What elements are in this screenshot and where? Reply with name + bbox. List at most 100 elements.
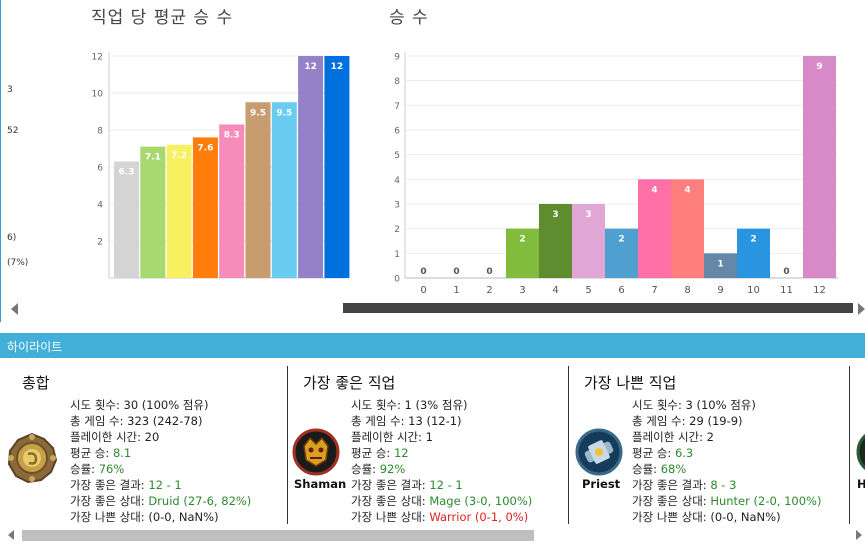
stat-value: 76% bbox=[98, 462, 125, 476]
x-tick-label: 8 bbox=[684, 285, 690, 296]
stat-value: 12 - 1 bbox=[429, 478, 463, 492]
stat-row: 총 게임 수: 13 (12-1) bbox=[351, 413, 532, 429]
bar bbox=[114, 161, 139, 278]
bar bbox=[245, 102, 271, 278]
stat-label: 가장 좋은 결과: bbox=[70, 478, 149, 492]
bar bbox=[506, 228, 539, 278]
bar-value-label: 9 bbox=[816, 62, 822, 72]
bar-value-label: 1 bbox=[717, 259, 723, 269]
y-tick-label: 12 bbox=[92, 53, 103, 63]
stat-value: (0-0, NaN%) bbox=[148, 510, 219, 524]
stat-label: 플레이한 시간: bbox=[70, 430, 145, 444]
highlight-scroll-right-arrow-icon[interactable] bbox=[856, 530, 862, 540]
priest-class-icon bbox=[575, 428, 623, 476]
bar bbox=[219, 124, 245, 278]
scroll-right-arrow-icon[interactable] bbox=[858, 303, 865, 315]
stat-label: 평균 승: bbox=[70, 446, 113, 460]
highlight-panel-best-class: 가장 좋은 직업 Shaman 시도 횟수: 1 (3% 점유) 총 게임 수: … bbox=[288, 358, 569, 528]
y-tick-label: 8 bbox=[394, 77, 400, 87]
x-tick-label: 4 bbox=[552, 285, 558, 296]
stat-value: 8.1 bbox=[112, 446, 132, 460]
class-name-partial: H bbox=[857, 477, 865, 491]
bar-value-label: 4 bbox=[684, 185, 690, 195]
stat-label: 총 게임 수: bbox=[632, 414, 690, 428]
stat-label: 가장 좋은 결과: bbox=[351, 478, 430, 492]
avg-wins-chart: 2 4 6 8 10 12 6.3 7.1 7.2 7.6 8.3 9.5 9.5 12 12 bbox=[92, 52, 350, 279]
stat-label: 승률: bbox=[632, 462, 661, 476]
bar-value-label: 4 bbox=[651, 185, 657, 195]
chart-title-avg-wins: 직업 당 평균 승 수 bbox=[91, 8, 234, 28]
stat-row: 평균 승: 12 bbox=[351, 445, 532, 461]
bar bbox=[140, 146, 166, 278]
bar-value-label: 0 bbox=[453, 267, 459, 277]
stat-label: 총 게임 수: bbox=[70, 414, 128, 428]
stat-row: 총 게임 수: 29 (19-9) bbox=[632, 413, 821, 429]
bar-value-label: 0 bbox=[420, 267, 426, 277]
stat-row: 가장 좋은 결과: 8 - 3 bbox=[632, 477, 821, 493]
x-tick-label: 7 bbox=[651, 285, 657, 296]
stat-value: 92% bbox=[379, 462, 406, 476]
stat-value: 20 bbox=[144, 430, 160, 444]
x-tick-label: 2 bbox=[486, 285, 492, 296]
stat-label: 플레이한 시간: bbox=[351, 430, 426, 444]
highlight-header-label: 하이라이트 bbox=[7, 340, 63, 354]
y-tick-label: 3 bbox=[394, 201, 400, 211]
stat-value: 6.3 bbox=[674, 446, 694, 460]
y-tick-label: 4 bbox=[97, 201, 103, 211]
bar bbox=[737, 228, 770, 278]
stats-list: 시도 횟수: 1 (3% 점유) 총 게임 수: 13 (12-1) 플레이한 시간… bbox=[351, 397, 532, 525]
panel-divider bbox=[568, 366, 569, 524]
bar-value-label: 9.5 bbox=[276, 108, 292, 118]
stat-row: 가장 좋은 상대: Druid (27-6, 82%) bbox=[70, 493, 251, 509]
hearthstone-coin-icon bbox=[6, 432, 58, 484]
cut-off-text: (7%) bbox=[7, 258, 29, 268]
bar bbox=[671, 179, 704, 278]
x-tick-label: 10 bbox=[747, 285, 760, 296]
panel-divider bbox=[287, 366, 288, 524]
stat-label: 가장 좋은 상대: bbox=[632, 494, 711, 508]
cut-off-text: 52 bbox=[7, 126, 19, 136]
bar bbox=[298, 56, 324, 278]
chart-scrollbar-thumb[interactable] bbox=[343, 303, 853, 313]
stat-row: 평균 승: 6.3 bbox=[632, 445, 821, 461]
stat-label: 가장 좋은 상대: bbox=[351, 494, 430, 508]
class-name: Priest bbox=[582, 477, 621, 491]
bar-value-label: 8.3 bbox=[224, 130, 240, 140]
bar bbox=[192, 137, 218, 278]
bar-value-label: 9.5 bbox=[250, 108, 266, 118]
stats-list: 시도 횟수: 3 (10% 점유) 총 게임 수: 29 (19-9) 플레이한 시… bbox=[632, 397, 821, 525]
x-tick-label: 12 bbox=[813, 285, 826, 296]
bar-value-label: 2 bbox=[618, 235, 624, 245]
stat-value: 323 (242-78) bbox=[127, 414, 203, 428]
stat-value: 68% bbox=[660, 462, 687, 476]
bar-value-label: 12 bbox=[331, 62, 344, 72]
bar-value-label: 7.1 bbox=[145, 153, 161, 163]
class-name: Shaman bbox=[294, 477, 347, 491]
bar-value-label: 2 bbox=[750, 235, 756, 245]
stat-label: 플레이한 시간: bbox=[632, 430, 707, 444]
stat-row: 가장 나쁜 상대: Warrior (0-1, 0%) bbox=[351, 509, 532, 525]
stat-value: 29 (19-9) bbox=[689, 414, 743, 428]
highlight-scroll-left-arrow-icon[interactable] bbox=[8, 530, 14, 540]
stat-value: Mage (3-0, 100%) bbox=[429, 494, 533, 508]
y-tick-label: 5 bbox=[394, 151, 400, 161]
stat-value: 1 bbox=[425, 430, 433, 444]
bar-value-label: 7.6 bbox=[197, 143, 213, 153]
stat-label: 시도 횟수: bbox=[351, 398, 405, 412]
stat-label: 승률: bbox=[351, 462, 380, 476]
highlight-panel-worst-class: 가장 나쁜 직업 Priest 시도 횟수: 3 (10% 점유) 총 게임 수:… bbox=[569, 358, 850, 528]
y-tick-label: 1 bbox=[394, 250, 400, 260]
stat-label: 가장 나쁜 상대: bbox=[70, 510, 149, 524]
stat-label: 시도 횟수: bbox=[70, 398, 124, 412]
stat-row: 총 게임 수: 323 (242-78) bbox=[70, 413, 251, 429]
stat-value: Warrior (0-1, 0%) bbox=[429, 510, 529, 524]
x-tick-label: 9 bbox=[717, 285, 723, 296]
bar bbox=[166, 144, 192, 278]
y-tick-label: 8 bbox=[97, 127, 103, 137]
stat-value: 30 (100% 점유) bbox=[123, 398, 209, 412]
scroll-left-arrow-icon[interactable] bbox=[11, 303, 18, 315]
stat-row: 평균 승: 8.1 bbox=[70, 445, 251, 461]
highlight-scrollbar-thumb[interactable] bbox=[22, 530, 534, 541]
y-tick-label: 9 bbox=[394, 53, 400, 63]
stat-row: 플레이한 시간: 2 bbox=[632, 429, 821, 445]
